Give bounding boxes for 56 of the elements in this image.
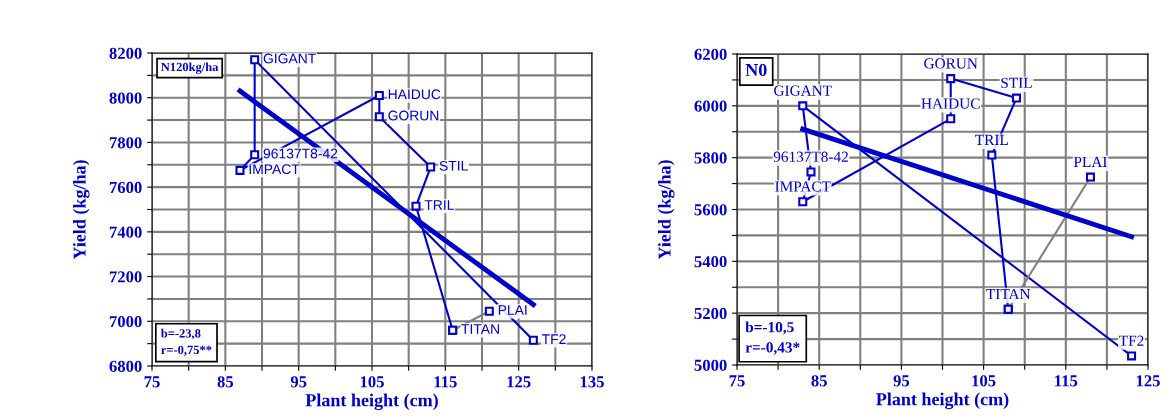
annotation: TF2 [541,334,566,344]
y-tick-label: 7400 [109,226,142,238]
y-tick-label: 6200 [694,48,727,60]
y-tick-label: 6800 [109,360,142,372]
annotation: 96137T8-42 [773,151,848,162]
annotation: IMPACT [775,181,831,192]
y-axis-title: Yield (kg/ha) [657,160,675,260]
x-tick-label: 105 [360,376,384,388]
y-tick-label: 5400 [694,256,727,268]
annotation: HAIDUC [921,98,980,109]
annotation: b=-10,5 r=-0,43* [745,321,800,355]
y-tick-label: 5000 [694,359,727,371]
x-axis-title: Plant height (cm) [305,393,438,411]
annotation: GIGANT [263,53,316,64]
x-tick-label: 95 [893,375,910,387]
annotation: TRIL [424,200,454,210]
y-tick-label: 7600 [109,181,142,194]
y-tick-label: 5600 [694,204,727,216]
x-tick-label: 85 [217,376,234,388]
x-tick-label: 85 [811,375,827,387]
x-tick-label: 135 [580,376,604,388]
x-axis-title: Plant height (cm) [876,392,1009,410]
annotation: TITAN [461,324,499,334]
annotation: GORUN [924,58,978,69]
annotation: IMPACT [249,164,300,175]
annotation: 96137T8-42 [263,148,338,159]
annotation: N120kg/ha [161,62,219,74]
x-tick-label: 75 [144,376,160,388]
x-tick-label: 115 [434,376,457,388]
annotation: PLAI [498,305,527,315]
x-tick-label: 105 [972,375,996,387]
x-tick-label: 125 [1136,375,1160,387]
x-tick-label: 125 [507,376,531,388]
annotation: TRIL [975,134,1008,145]
annotation: GORUN [388,110,439,121]
y-tick-label: 5800 [694,152,727,164]
y-tick-label: 5200 [694,307,727,320]
x-tick-label: 115 [1055,375,1078,387]
x-tick-label: 95 [290,376,307,388]
annotation: PLAI [1073,156,1107,167]
annotation: STIL [439,160,468,171]
y-axis-title: Yield (kg/ha) [72,160,90,260]
x-tick-label: 75 [729,375,745,387]
y-tick-label: 7000 [109,315,142,328]
y-tick-label: 7200 [109,271,142,283]
y-tick-label: 8000 [109,92,142,104]
annotation: TITAN [986,289,1031,300]
y-tick-label: 8200 [109,47,142,59]
annotation: HAIDUC [388,89,441,100]
annotation: GIGANT [774,85,832,96]
annotation: TF2 [1119,335,1144,346]
annotation: STIL [1001,77,1032,89]
annotation: b=-23,8 r=-0,75** [160,328,212,356]
y-tick-label: 7800 [109,137,142,149]
annotation: N0 [745,63,767,77]
y-tick-label: 6000 [694,100,727,112]
